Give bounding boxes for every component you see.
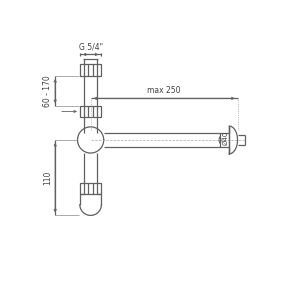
- Text: G 5/4": G 5/4": [79, 42, 103, 51]
- Text: Ø40: Ø40: [222, 130, 228, 145]
- Bar: [80, 106, 101, 117]
- Text: max 250: max 250: [147, 86, 181, 95]
- Bar: [80, 64, 101, 76]
- Bar: [80, 183, 101, 194]
- Text: 110: 110: [43, 170, 52, 185]
- Text: 60 - 170: 60 - 170: [43, 75, 52, 107]
